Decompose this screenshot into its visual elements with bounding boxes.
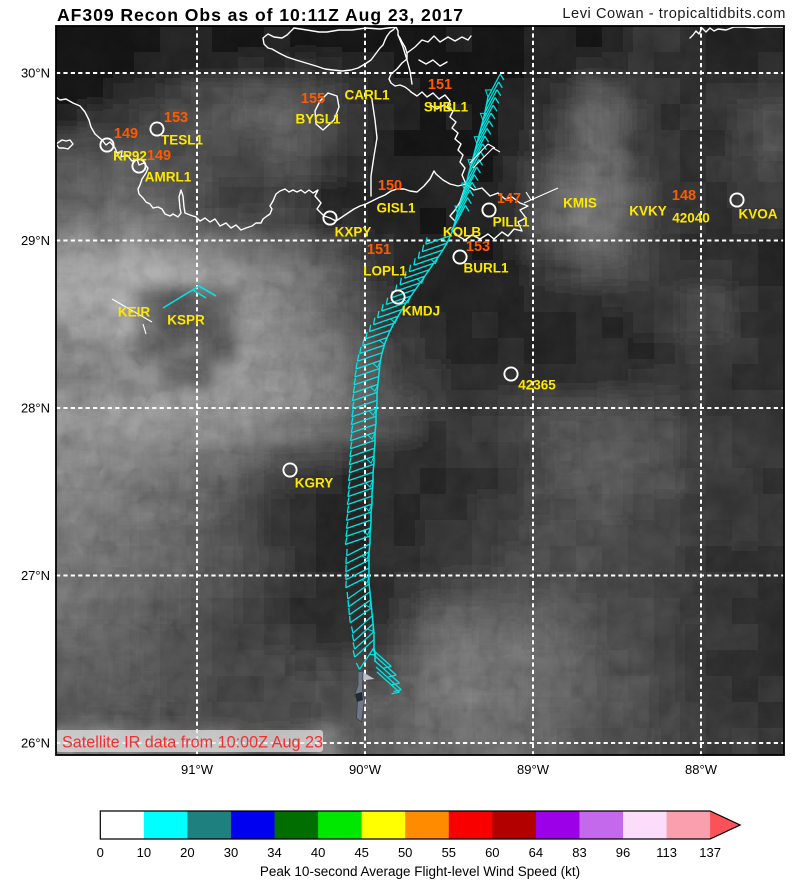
svg-text:29°N: 29°N [21,233,50,248]
svg-text:42040: 42040 [672,211,710,226]
svg-text:Peak 10-second Average Flight-: Peak 10-second Average Flight-level Wind… [260,864,580,879]
svg-text:27°N: 27°N [21,568,50,583]
svg-text:BURL1: BURL1 [463,261,508,276]
svg-text:30: 30 [224,845,238,860]
svg-text:Levi Cowan - tropicaltidbits.c: Levi Cowan - tropicaltidbits.com [562,6,786,22]
svg-text:50: 50 [398,845,412,860]
svg-text:55: 55 [442,845,456,860]
svg-text:LOPL1: LOPL1 [363,264,407,279]
svg-text:BYGL1: BYGL1 [295,112,341,127]
svg-text:88°W: 88°W [685,762,718,777]
svg-text:30°N: 30°N [21,66,50,81]
svg-text:151: 151 [428,77,452,93]
svg-text:28°N: 28°N [21,401,50,416]
svg-text:KOLB: KOLB [443,225,481,240]
svg-text:KMDJ: KMDJ [402,304,440,319]
svg-text:KVKY: KVKY [629,204,667,219]
svg-text:155: 155 [301,91,325,107]
svg-text:Satellite IR data from 10:00Z: Satellite IR data from 10:00Z Aug 23 [62,734,323,752]
svg-text:KMIS: KMIS [563,196,597,211]
svg-text:83: 83 [572,845,586,860]
svg-text:148: 148 [672,188,696,204]
svg-text:113: 113 [656,845,677,860]
svg-text:PILL1: PILL1 [493,215,530,230]
svg-text:60: 60 [485,845,499,860]
svg-text:149: 149 [147,148,171,164]
svg-text:90°W: 90°W [349,762,382,777]
svg-text:KXPY: KXPY [335,225,372,240]
svg-text:KP92: KP92 [113,149,147,164]
svg-text:SHBL1: SHBL1 [424,100,469,115]
svg-text:149: 149 [114,126,138,142]
svg-text:KEIR: KEIR [118,305,151,320]
svg-text:45: 45 [354,845,368,860]
svg-text:GISL1: GISL1 [376,201,416,216]
svg-text:150: 150 [378,178,402,194]
svg-text:TESL1: TESL1 [161,133,204,148]
svg-text:10: 10 [137,845,151,860]
svg-text:20: 20 [180,845,194,860]
svg-text:91°W: 91°W [181,762,214,777]
svg-text:89°W: 89°W [517,762,550,777]
svg-text:40: 40 [311,845,325,860]
svg-text:34: 34 [267,845,281,860]
svg-text:KSPR: KSPR [167,313,205,328]
svg-text:CARL1: CARL1 [344,88,389,103]
svg-text:0: 0 [97,845,104,860]
svg-text:KGRY: KGRY [295,476,334,491]
svg-text:151: 151 [367,242,391,258]
svg-text:AMRL1: AMRL1 [145,170,192,185]
svg-text:137: 137 [699,845,721,860]
svg-text:42365: 42365 [518,378,556,393]
svg-text:153: 153 [466,239,490,255]
svg-text:153: 153 [164,110,188,126]
svg-text:KVOA: KVOA [738,207,777,222]
svg-text:AF309 Recon Obs as of 10:11Z A: AF309 Recon Obs as of 10:11Z Aug 23, 201… [57,5,464,25]
svg-text:96: 96 [616,845,630,860]
svg-text:26°N: 26°N [21,736,50,751]
svg-text:64: 64 [529,845,543,860]
svg-text:147: 147 [497,191,521,207]
